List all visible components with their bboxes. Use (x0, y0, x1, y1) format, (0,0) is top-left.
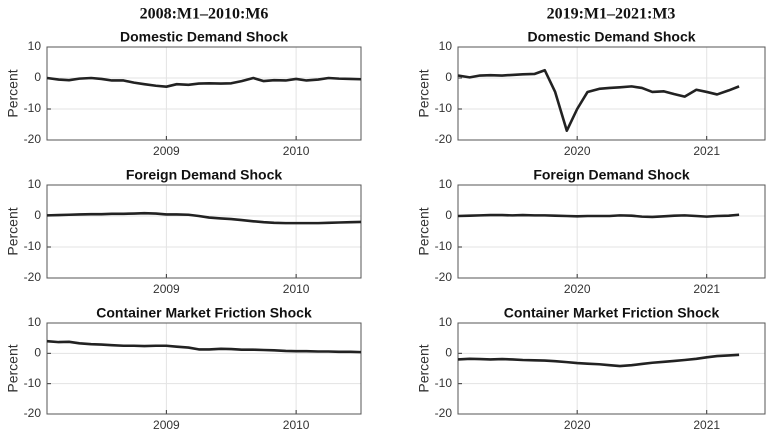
axes-box (457, 184, 766, 279)
x-tick-label: 2021 (693, 418, 720, 432)
x-tick-label: 2021 (693, 144, 720, 158)
y-axis-label: Percent (416, 207, 432, 255)
y-tick-label: -20 (435, 132, 453, 146)
panel-title: Foreign Demand Shock (126, 167, 283, 183)
y-tick-label: 10 (439, 39, 453, 53)
panel: -20 -10 0 10 2020 2021 Foreign Demand Shock Per… (416, 167, 766, 296)
y-tick-label: -20 (435, 406, 453, 420)
x-tick-label: 2009 (153, 282, 180, 296)
plot-area (458, 185, 765, 278)
panel-title: Domestic Demand Shock (527, 29, 695, 45)
y-tick-label: -10 (24, 101, 42, 115)
y-tick-label: -10 (435, 239, 453, 253)
y-tick-label: -20 (24, 406, 42, 420)
axes-box (46, 184, 362, 279)
panel: -20 -10 0 10 2020 2021 Domestic Demand Shock Pe… (416, 29, 766, 158)
y-tick-label: -10 (435, 101, 453, 115)
x-tick-label: 2020 (564, 418, 591, 432)
axes-box (457, 46, 766, 141)
y-tick-label: -10 (24, 376, 42, 390)
data-line (457, 68, 740, 132)
y-tick-label: -20 (435, 270, 453, 284)
y-tick-label: 0 (34, 346, 41, 360)
data-line (457, 353, 740, 368)
plot-area (47, 323, 361, 414)
x-tick-label: 2010 (283, 282, 310, 296)
plot-area (47, 185, 361, 278)
axes-box (46, 46, 362, 141)
y-axis-label: Percent (5, 344, 21, 392)
y-tick-label: 10 (439, 177, 453, 191)
y-tick-label: 10 (28, 39, 42, 53)
x-tick-label: 2021 (693, 282, 720, 296)
y-tick-label: 0 (34, 70, 41, 84)
axes-box (46, 322, 362, 415)
data-line (457, 213, 740, 219)
x-tick-label: 2009 (153, 144, 180, 158)
panel: -20 -10 0 10 2009 2010 Foreign Demand Shock Per… (5, 167, 362, 296)
y-tick-label: 0 (445, 346, 452, 360)
x-tick-label: 2009 (153, 418, 180, 432)
y-axis-label: Percent (416, 69, 432, 117)
y-tick-label: 10 (28, 315, 42, 329)
x-tick-label: 2010 (283, 418, 310, 432)
panel-title: Container Market Friction Shock (504, 305, 720, 321)
x-tick-label: 2010 (283, 144, 310, 158)
y-tick-label: 10 (439, 315, 453, 329)
panel: -20 -10 0 10 2009 2010 Container Market Fricti… (5, 305, 362, 432)
x-tick-label: 2020 (564, 282, 591, 296)
y-tick-label: 0 (445, 208, 452, 222)
panel: -20 -10 0 10 2020 2021 Container Market Fricti… (416, 305, 766, 432)
column-title: 2008:M1–2010:M6 (140, 6, 269, 23)
panel-title: Domestic Demand Shock (120, 29, 288, 45)
y-tick-label: 0 (34, 208, 41, 222)
y-tick-label: -10 (24, 239, 42, 253)
y-axis-label: Percent (416, 344, 432, 392)
y-tick-label: 0 (445, 70, 452, 84)
y-tick-label: -20 (24, 132, 42, 146)
y-tick-label: -10 (435, 376, 453, 390)
y-tick-label: 10 (28, 177, 42, 191)
axes-box (457, 322, 766, 415)
panel-title: Foreign Demand Shock (533, 167, 690, 183)
data-line (46, 339, 362, 354)
panel-title: Container Market Friction Shock (96, 305, 312, 321)
data-line (46, 76, 362, 88)
y-axis-label: Percent (5, 69, 21, 117)
y-tick-label: -20 (24, 270, 42, 284)
column-title: 2019:M1–2021:M3 (547, 6, 676, 23)
plot-area (458, 323, 765, 414)
plot-area (47, 47, 361, 140)
data-line (46, 211, 362, 225)
x-tick-label: 2020 (564, 144, 591, 158)
y-axis-label: Percent (5, 207, 21, 255)
panel: -20 -10 0 10 2009 2010 Domestic Demand Shock Pe… (5, 29, 362, 158)
